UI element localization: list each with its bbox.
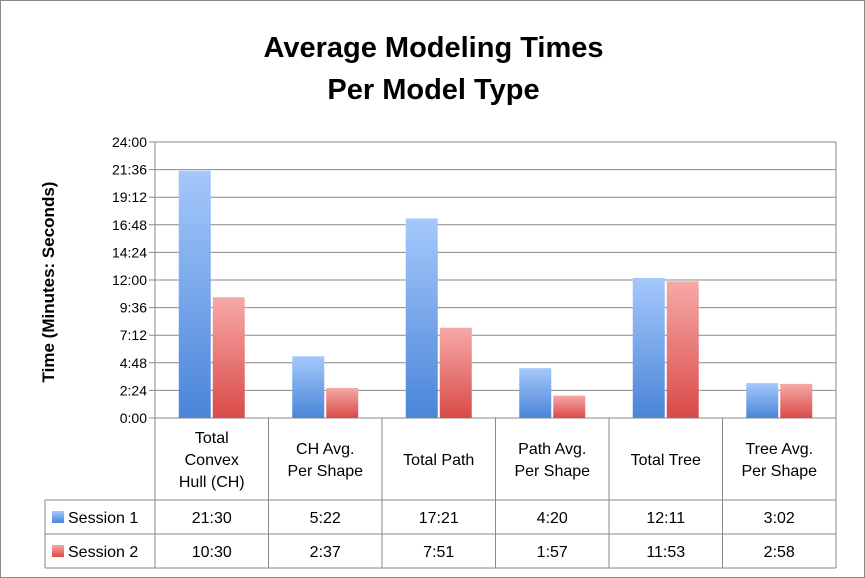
table-cell-value: 5:22 (310, 510, 341, 527)
bar-session-2 (439, 327, 472, 418)
y-tick-label: 4:48 (120, 355, 147, 371)
chart-title-line-1: Average Modeling Times (263, 32, 604, 64)
y-tick-label: 2:24 (120, 382, 147, 398)
legend-label: Session 1 (68, 510, 138, 527)
category-label-line: Total (195, 430, 229, 447)
table-cell-value: 4:20 (537, 510, 568, 527)
category-label-line: Per Shape (514, 463, 590, 480)
y-tick-label: 16:48 (112, 217, 147, 233)
category-label-line: Per Shape (287, 463, 363, 480)
bar-session-1 (519, 368, 552, 418)
table-cell-value: 2:58 (764, 544, 795, 561)
table-cell-value: 7:51 (423, 544, 454, 561)
category-label-line: Per Shape (741, 463, 817, 480)
category-label-line: Path Avg. (518, 441, 586, 458)
category-label-line: Total Tree (631, 452, 701, 469)
table-cell-value: 10:30 (192, 544, 232, 561)
legend-swatch-session-1 (52, 511, 64, 523)
bar-session-2 (326, 387, 359, 418)
legend-label: Session 2 (68, 544, 138, 561)
category-label: CH Avg. Per Shape (287, 441, 363, 480)
y-tick-label: 14:24 (112, 244, 147, 260)
category-label: Total Path (403, 452, 474, 469)
category-label-line: Hull (CH) (179, 474, 245, 491)
table-cell-value: 12:11 (646, 510, 685, 527)
y-axis-label: Time (Minutes: Seconds) (39, 182, 58, 383)
bar-session-2 (666, 281, 699, 418)
table-cell-value: 2:37 (310, 544, 341, 561)
table-cell-value: 1:57 (537, 544, 568, 561)
bar-session-1 (178, 170, 211, 418)
category-label-line: CH Avg. (296, 441, 354, 458)
y-tick-label: 7:12 (120, 327, 147, 343)
category-label: Total Convex Hull (CH) (179, 430, 245, 491)
bar-session-2 (553, 395, 586, 418)
category-label-line: Total Path (403, 452, 474, 469)
bar-session-2 (780, 383, 813, 418)
bar-session-1 (292, 356, 325, 418)
y-tick-label: 21:36 (112, 162, 147, 178)
category-label: Tree Avg. Per Shape (741, 441, 817, 480)
chart-title-line-2: Per Model Type (327, 74, 540, 106)
y-tick-label: 24:00 (112, 134, 147, 150)
bar-session-2 (212, 297, 245, 418)
category-label-line: Convex (185, 452, 239, 469)
bar-session-1 (632, 277, 665, 418)
y-tick-label: 9:36 (120, 300, 147, 316)
table-cell-value: 17:21 (419, 510, 459, 527)
bar-session-1 (746, 383, 779, 418)
y-tick-label: 0:00 (120, 410, 147, 426)
category-label: Path Avg. Per Shape (514, 441, 590, 480)
legend-swatch-session-2 (52, 545, 64, 557)
y-tick-label: 12:00 (112, 272, 147, 288)
table-cell-value: 11:53 (646, 544, 685, 561)
category-label-line: Tree Avg. (745, 441, 813, 458)
table-cell-value: 3:02 (764, 510, 795, 527)
table-cell-value: 21:30 (192, 510, 232, 527)
category-label: Total Tree (631, 452, 701, 469)
y-tick-label: 19:12 (112, 189, 147, 205)
bar-session-1 (405, 218, 438, 418)
